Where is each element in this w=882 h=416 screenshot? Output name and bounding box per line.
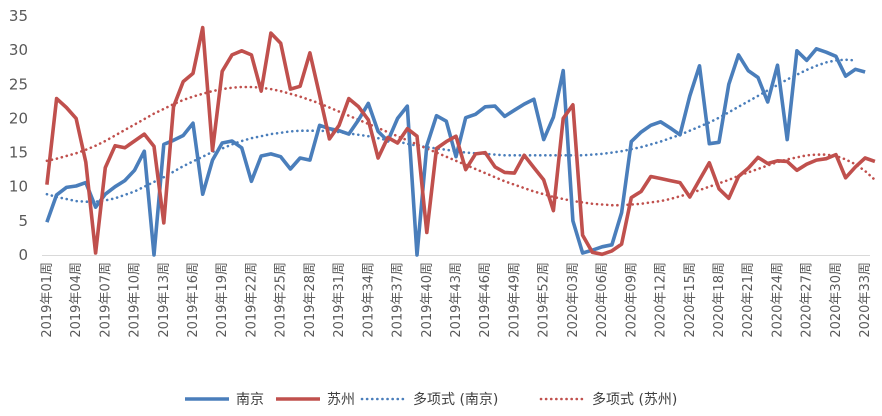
y-tick-label: 20 xyxy=(9,109,28,127)
x-tick-label: 2019年01周 xyxy=(40,262,55,338)
x-tick-label: 2019年04周 xyxy=(69,262,84,338)
series-line-0 xyxy=(45,46,866,257)
x-tick-label: 2019年40周 xyxy=(420,262,435,338)
x-tick-label: 2020年06周 xyxy=(595,262,610,338)
y-tick-label: 0 xyxy=(18,246,28,264)
y-axis: 0 5 10 15 20 25 30 35 xyxy=(9,7,28,264)
x-tick-label: 2019年22周 xyxy=(244,262,259,338)
x-tick-label: 2020年21周 xyxy=(741,262,756,338)
y-tick-label: 15 xyxy=(9,144,28,162)
x-tick-label: 2019年19周 xyxy=(215,262,230,338)
x-tick-label: 2019年31周 xyxy=(332,262,347,338)
x-tick-label: 2019年49周 xyxy=(507,262,522,338)
x-tick-label: 2019年07周 xyxy=(98,262,113,338)
x-tick-label: 2019年25周 xyxy=(274,262,289,338)
series-layer xyxy=(45,25,877,257)
y-tick-label: 5 xyxy=(18,212,28,230)
x-tick-label: 2020年09周 xyxy=(624,262,639,338)
legend-label: 南京 xyxy=(236,392,264,408)
legend-label: 多项式 (南京) xyxy=(413,391,498,408)
y-tick-label: 25 xyxy=(9,75,28,93)
y-tick-label: 10 xyxy=(9,178,28,196)
x-tick-label: 2020年33周 xyxy=(858,262,873,338)
x-tick-label: 2019年13周 xyxy=(157,262,172,338)
x-tick-label: 2020年30周 xyxy=(829,262,844,338)
y-tick-label: 35 xyxy=(9,7,28,25)
legend: 南京 苏州 多项式 (南京) 多项式 (苏州) xyxy=(185,391,677,408)
series-line-2 xyxy=(45,58,857,203)
legend-label: 苏州 xyxy=(327,392,355,408)
x-tick-label: 2019年16周 xyxy=(186,262,201,338)
series-line-1 xyxy=(45,25,876,257)
x-tick-label: 2019年52周 xyxy=(537,262,552,338)
x-tick-label: 2020年18周 xyxy=(712,262,727,338)
x-tick-label: 2019年43周 xyxy=(449,262,464,338)
x-tick-label: 2019年28周 xyxy=(303,262,318,338)
legend-label: 多项式 (苏州) xyxy=(592,391,677,408)
x-tick-label: 2019年10周 xyxy=(128,262,143,338)
x-tick-label: 2019年46周 xyxy=(478,262,493,338)
x-tick-label: 2020年24周 xyxy=(770,262,785,338)
y-tick-label: 30 xyxy=(9,41,28,59)
x-tick-label: 2019年34周 xyxy=(361,262,376,338)
x-tick-label: 2020年15周 xyxy=(683,262,698,338)
x-tick-label: 2019年37周 xyxy=(391,262,406,338)
x-tick-label: 2020年12周 xyxy=(654,262,669,338)
x-tick-label: 2020年03周 xyxy=(566,262,581,338)
x-tick-label: 2020年27周 xyxy=(800,262,815,338)
x-axis: 2019年01周 2019年04周 2019年07周 2019年10周 2019年13周… xyxy=(40,255,873,338)
